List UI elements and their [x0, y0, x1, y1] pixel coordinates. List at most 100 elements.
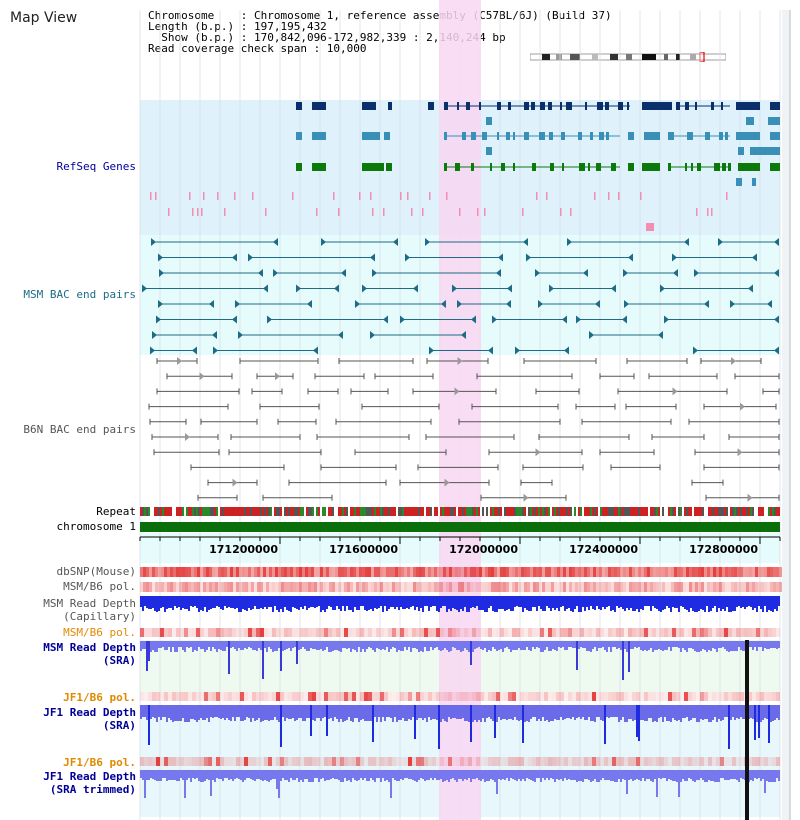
depth-bin — [630, 596, 632, 608]
depth-bin — [164, 596, 166, 612]
depth-bin — [214, 705, 216, 717]
depth-bin — [682, 596, 684, 607]
depth-bin — [440, 641, 442, 651]
refseq-minor-mark — [536, 192, 538, 200]
depth-bin — [218, 641, 220, 649]
chromosome-ideogram[interactable] — [530, 52, 726, 62]
dbsnp-label[interactable]: dbSNP(Mouse) — [56, 565, 136, 578]
gene-exon — [768, 117, 780, 125]
depth-bin — [606, 705, 608, 717]
repeat-label[interactable]: Repeat — [96, 505, 136, 518]
depth-bin — [506, 705, 508, 720]
depth-bin — [764, 596, 766, 606]
jf1-b6-pol-label-2[interactable]: JF1/B6 pol. — [63, 756, 136, 769]
pol-bin — [422, 582, 425, 592]
pol-bin — [684, 757, 688, 766]
repeat-mark — [524, 507, 526, 516]
refseq-label[interactable]: RefSeq Genes — [56, 160, 136, 173]
pol-bin — [456, 692, 460, 701]
depth-bin — [614, 596, 616, 612]
pol-bin — [512, 582, 515, 592]
depth-bin — [328, 596, 330, 606]
depth-bin — [712, 596, 714, 608]
repeat-mark — [246, 507, 248, 516]
depth-bin — [382, 770, 384, 778]
jf1-b6-pol-label[interactable]: JF1/B6 pol. — [63, 691, 136, 704]
depth-bin — [236, 705, 238, 717]
depth-bin — [670, 641, 672, 651]
pol-bin — [240, 692, 244, 701]
depth-bin — [544, 770, 546, 780]
depth-bin — [436, 770, 438, 780]
depth-bin — [760, 596, 762, 609]
bac-end — [425, 238, 430, 246]
pol-bin — [428, 757, 432, 766]
depth-bin — [624, 705, 626, 722]
pol-bin — [396, 628, 400, 637]
pol-bin — [479, 582, 482, 592]
dbsnp-bin — [545, 567, 548, 577]
depth-bin — [552, 641, 554, 649]
msm-b6-pol-label[interactable]: MSM/B6 pol. — [63, 580, 136, 593]
pol-bin — [524, 757, 528, 766]
pol-bin — [720, 628, 724, 637]
jf1-depth-trim-label-1[interactable]: JF1 Read Depth — [43, 770, 136, 783]
depth-bin — [316, 641, 318, 650]
pol-bin — [317, 582, 320, 592]
depth-bin — [424, 770, 426, 781]
dbsnp-bin — [401, 567, 404, 577]
repeat-mark — [566, 507, 568, 516]
msm-depth-sra-label-1[interactable]: MSM Read Depth — [43, 641, 136, 654]
pol-bin — [716, 757, 720, 766]
depth-bin — [676, 596, 678, 608]
depth-bin — [268, 641, 270, 647]
depth-bin — [330, 596, 332, 607]
refseq-minor-mark — [168, 208, 170, 216]
depth-bin — [550, 641, 552, 651]
msm-bac-label[interactable]: MSM BAC end pairs — [23, 288, 136, 301]
depth-bin — [556, 770, 558, 779]
dbsnp-bin — [521, 567, 524, 577]
b6n-bac-label[interactable]: B6N BAC end pairs — [23, 423, 136, 436]
depth-bin — [564, 770, 566, 778]
pol-bin — [240, 757, 244, 766]
repeat-mark — [636, 507, 638, 516]
repeat-mark — [708, 507, 710, 516]
depth-bin — [256, 641, 258, 651]
gene-exon — [585, 102, 587, 110]
depth-bin — [388, 770, 390, 782]
bac-end — [624, 300, 629, 308]
pol-bin — [761, 582, 764, 592]
dbsnp-bin — [368, 567, 371, 577]
dbsnp-bin — [455, 567, 458, 577]
depth-bin — [368, 641, 370, 647]
gene-exon — [597, 102, 603, 110]
pol-bin — [443, 582, 446, 592]
pol-bin — [215, 582, 218, 592]
depth-bin — [630, 770, 632, 779]
depth-bin — [498, 705, 500, 717]
dbsnp-bin — [503, 567, 506, 577]
pol-bin — [508, 757, 512, 766]
depth-bin — [376, 641, 378, 648]
depth-bin — [766, 596, 768, 612]
pol-bin — [296, 582, 299, 592]
bac-end — [142, 284, 147, 293]
msm-b6-pol-label-2[interactable]: MSM/B6 pol. — [63, 626, 136, 639]
jf1-depth-sra-label-1[interactable]: JF1 Read Depth — [43, 706, 136, 719]
pol-bin — [776, 628, 780, 637]
pol-bin — [304, 692, 308, 701]
repeat-mark — [324, 507, 326, 516]
depth-bin — [168, 770, 170, 780]
depth-bin — [204, 770, 206, 781]
pol-bin — [580, 692, 584, 701]
msm-depth-capillary-label-1[interactable]: MSM Read Depth — [43, 597, 136, 610]
depth-bin — [244, 770, 246, 780]
depth-bin — [516, 596, 518, 606]
pol-bin — [647, 582, 650, 592]
pol-bin — [620, 582, 623, 592]
depth-bin — [378, 596, 380, 608]
depth-bin — [514, 641, 516, 650]
repeat-mark — [430, 507, 432, 516]
